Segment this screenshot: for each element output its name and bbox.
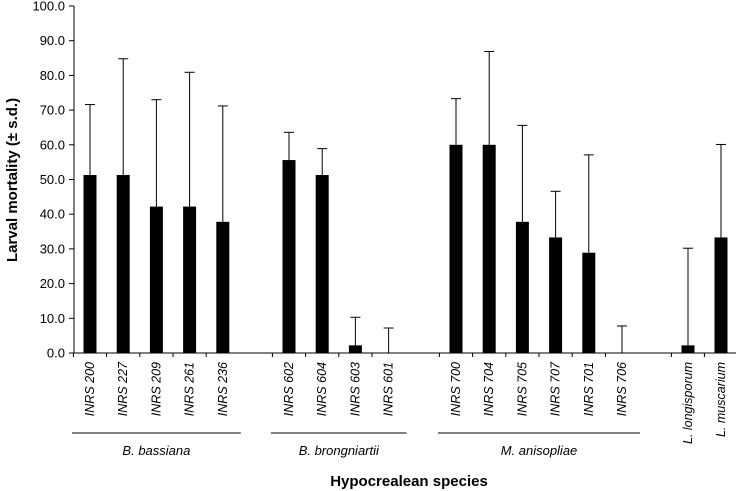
category-label: INRS 603 [348, 362, 362, 416]
category-label: INRS 604 [315, 362, 329, 416]
y-tick-label: 20.0 [40, 276, 65, 291]
category-label: INRS 704 [482, 362, 496, 416]
bar [216, 221, 230, 353]
bar [348, 345, 362, 353]
y-tick-label: 10.0 [40, 311, 65, 326]
category-labels: INRS 200 INRS 227 INRS 209 INRS 261 INRS 236… [83, 361, 728, 444]
category-label: INRS 706 [615, 362, 629, 416]
category-label: L. longisporum [681, 362, 695, 444]
y-tick-label: 100.0 [32, 0, 65, 14]
bar [549, 237, 563, 353]
category-label: INRS 602 [282, 362, 296, 416]
category-label: INRS 227 [116, 361, 130, 416]
category-label: INRS 209 [149, 362, 163, 416]
y-axis-ticks: 0.0 10.0 20.0 30.0 40.0 50.0 60.0 70.0 80.0 90.0 1… [32, 0, 74, 361]
category-label: INRS 200 [83, 362, 97, 416]
bars-layer [83, 144, 728, 353]
group-label: B. brongniartii [299, 443, 380, 458]
bar [681, 345, 695, 353]
y-tick-label: 30.0 [40, 241, 65, 256]
bar [714, 237, 728, 353]
y-tick-label: 50.0 [40, 172, 65, 187]
category-label: INRS 701 [582, 362, 596, 416]
x-axis-title: Hypocrealean species [330, 473, 488, 490]
y-tick-label: 70.0 [40, 103, 65, 118]
category-label: INRS 707 [549, 361, 563, 416]
bar [449, 144, 463, 353]
category-label: INRS 236 [216, 362, 230, 416]
category-label: INRS 601 [382, 362, 396, 416]
error-bars-layer [72, 50, 726, 357]
category-label: L. muscarium [714, 362, 728, 437]
bar [116, 174, 130, 353]
group-label: B. bassiana [122, 443, 190, 458]
bar [282, 160, 296, 353]
bar [83, 174, 97, 353]
y-tick-label: 80.0 [40, 68, 65, 83]
bar [515, 221, 529, 353]
bar [183, 206, 197, 353]
y-tick-label: 90.0 [40, 33, 65, 48]
group-labels: B. bassiana B. brongniartii M. anisopliae [72, 432, 640, 458]
bar [582, 252, 596, 353]
bar [482, 144, 496, 353]
y-tick-label: 60.0 [40, 137, 65, 152]
y-tick-label: 40.0 [40, 207, 65, 222]
bar [315, 174, 329, 353]
y-axis-title: Larval mortality (± s.d.) [4, 98, 21, 262]
bar [149, 206, 163, 353]
y-tick-label: 0.0 [47, 346, 65, 361]
category-label: INRS 700 [449, 362, 463, 416]
group-label: M. anisopliae [501, 443, 578, 458]
category-label: INRS 705 [515, 362, 529, 416]
category-label: INRS 261 [183, 362, 197, 416]
